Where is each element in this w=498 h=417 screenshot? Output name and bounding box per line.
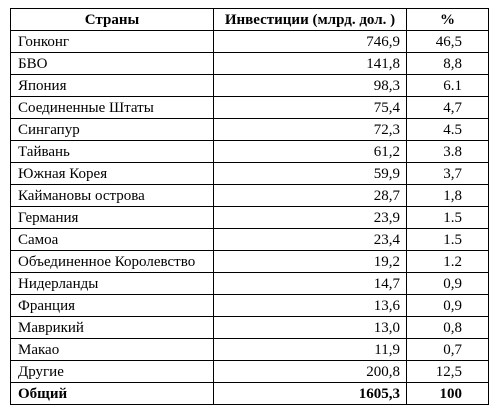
percent-cell: 0,7 [406,338,489,361]
table-row: Южная Корея 59,9 3,7 [10,162,489,185]
table-row: Франция 13,6 0,9 [10,294,489,317]
table-row: Другие 200,8 12,5 [10,360,489,383]
country-cell: БВО [10,52,214,75]
country-cell: Маврикий [10,316,214,339]
country-cell: Соединенные Штаты [10,96,214,119]
investment-cell: 72,3 [213,118,407,141]
percent-cell: 0,9 [406,272,489,295]
percent-cell: 0,9 [406,294,489,317]
investment-cell: 14,7 [213,272,407,295]
percent-cell: 3,7 [406,162,489,185]
total-investment-cell: 1605,3 [213,382,407,405]
investment-table: Страны Инвестиции (млрд. дол. ) % Гонкон… [10,8,489,405]
table-row: Макао 11,9 0,7 [10,338,489,361]
investment-cell: 200,8 [213,360,407,383]
percent-cell: 8,8 [406,52,489,75]
percent-cell: 12,5 [406,360,489,383]
table-row: Каймановы острова 28,7 1,8 [10,184,489,207]
investment-cell: 23,4 [213,228,407,251]
header-row: Страны Инвестиции (млрд. дол. ) % [10,8,489,31]
country-cell: Япония [10,74,214,97]
country-cell: Каймановы острова [10,184,214,207]
investment-cell: 98,3 [213,74,407,97]
table-row: БВО 141,8 8,8 [10,52,489,75]
header-country: Страны [10,8,214,31]
table-body: Гонконг 746,9 46,5 БВО 141,8 8,8 Япония 98,3 6.1… [10,30,489,383]
percent-cell: 0,8 [406,316,489,339]
percent-cell: 3.8 [406,140,489,163]
table-row: Тайвань 61,2 3.8 [10,140,489,163]
investment-cell: 19,2 [213,250,407,273]
total-percent-cell: 100 [406,382,489,405]
investment-cell: 61,2 [213,140,407,163]
country-cell: Сингапур [10,118,214,141]
country-cell: Южная Корея [10,162,214,185]
country-cell: Германия [10,206,214,229]
percent-cell: 6.1 [406,74,489,97]
investment-cell: 59,9 [213,162,407,185]
table-header: Страны Инвестиции (млрд. дол. ) % [10,8,489,31]
country-cell: Самоа [10,228,214,251]
table-total: Общий 1605,3 100 [10,382,489,405]
table-row: Соединенные Штаты 75,4 4,7 [10,96,489,119]
country-cell: Макао [10,338,214,361]
table-row: Германия 23,9 1.5 [10,206,489,229]
country-cell: Тайвань [10,140,214,163]
percent-cell: 1.5 [406,228,489,251]
table-row: Самоа 23,4 1.5 [10,228,489,251]
investment-cell: 13,6 [213,294,407,317]
investment-cell: 28,7 [213,184,407,207]
percent-cell: 4.5 [406,118,489,141]
table-row: Маврикий 13,0 0,8 [10,316,489,339]
total-country-cell: Общий [10,382,214,405]
country-cell: Франция [10,294,214,317]
investment-cell: 746,9 [213,30,407,53]
table-row: Япония 98,3 6.1 [10,74,489,97]
country-cell: Другие [10,360,214,383]
header-investment: Инвестиции (млрд. дол. ) [213,8,407,31]
percent-cell: 46,5 [406,30,489,53]
investment-cell: 11,9 [213,338,407,361]
percent-cell: 4,7 [406,96,489,119]
investment-cell: 75,4 [213,96,407,119]
country-cell: Нидерланды [10,272,214,295]
percent-cell: 1.5 [406,206,489,229]
table-row: Нидерланды 14,7 0,9 [10,272,489,295]
country-cell: Объединенное Королевство [10,250,214,273]
table-row: Гонконг 746,9 46,5 [10,30,489,53]
percent-cell: 1,8 [406,184,489,207]
table-row: Сингапур 72,3 4.5 [10,118,489,141]
total-row: Общий 1605,3 100 [10,382,489,405]
investment-cell: 23,9 [213,206,407,229]
investment-cell: 13,0 [213,316,407,339]
table-row: Объединенное Королевство 19,2 1.2 [10,250,489,273]
header-percent: % [406,8,489,31]
investment-cell: 141,8 [213,52,407,75]
percent-cell: 1.2 [406,250,489,273]
country-cell: Гонконг [10,30,214,53]
